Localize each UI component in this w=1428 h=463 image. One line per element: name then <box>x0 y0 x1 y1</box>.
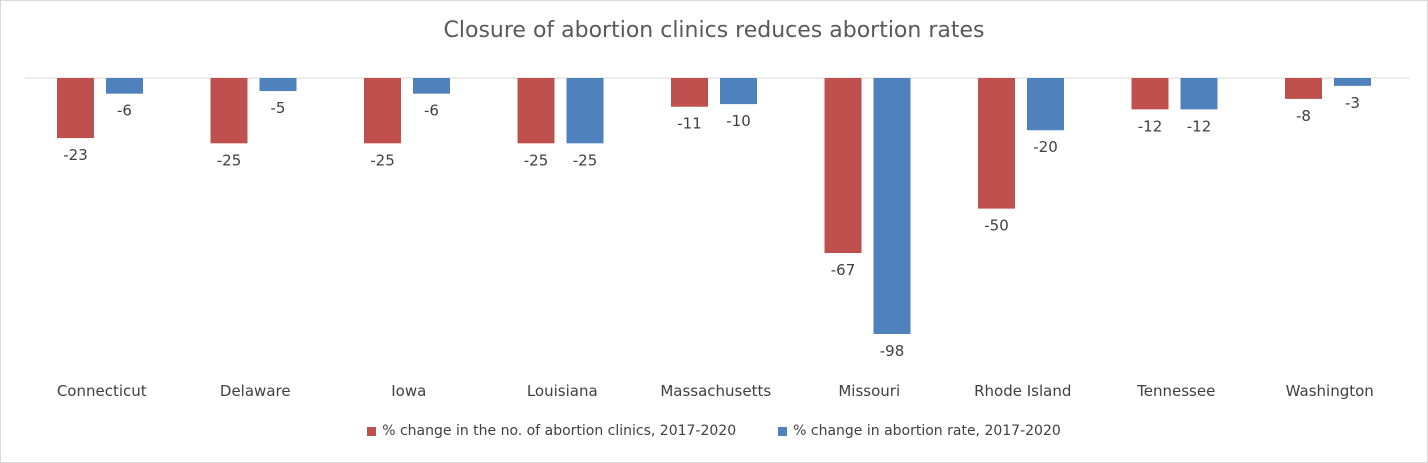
bar-rate-iowa <box>413 78 450 94</box>
data-label-clinics-tennessee: -12 <box>1138 117 1163 135</box>
bar-clinics-washington <box>1285 78 1322 99</box>
data-label-rate-rhode-island: -20 <box>1033 138 1058 156</box>
category-label-delaware: Delaware <box>220 382 291 400</box>
bar-rate-louisiana <box>566 78 604 144</box>
data-label-clinics-rhode-island: -50 <box>984 217 1009 235</box>
data-labels-group: -23 -6 -25 -5 -25 -6 -25 -25 -11 -10 -67 -98 -50 -20 -… <box>63 94 1360 360</box>
bar-clinics-iowa <box>364 78 401 144</box>
legend: % change in the no. of abortion clinics,… <box>0 423 1428 439</box>
data-label-rate-delaware: -5 <box>271 99 286 117</box>
bars-group <box>57 78 1371 334</box>
bar-rate-rhode-island <box>1027 78 1064 131</box>
category-label-massachusetts: Massachusetts <box>660 382 771 400</box>
data-label-clinics-massachusetts: -11 <box>677 115 702 133</box>
legend-swatch-clinics <box>367 426 377 436</box>
data-label-rate-connecticut: -6 <box>117 102 132 120</box>
data-label-rate-tennessee: -12 <box>1187 117 1212 135</box>
bar-rate-connecticut <box>106 78 143 94</box>
data-label-clinics-connecticut: -23 <box>63 146 88 164</box>
bar-clinics-rhode-island <box>978 78 1015 209</box>
legend-label-rate: % change in abortion rate, 2017-2020 <box>793 423 1061 439</box>
legend-item-clinics: % change in the no. of abortion clinics,… <box>367 423 736 439</box>
legend-label-clinics: % change in the no. of abortion clinics,… <box>382 423 737 439</box>
category-label-louisiana: Louisiana <box>527 382 598 400</box>
category-tick-labels: Connecticut Delaware Iowa Louisiana Massachu… <box>57 382 1374 400</box>
bar-rate-missouri <box>873 78 911 334</box>
bar-clinics-missouri <box>824 78 862 254</box>
data-label-clinics-louisiana: -25 <box>524 151 549 169</box>
bar-clinics-delaware <box>210 78 248 144</box>
category-label-rhode-island: Rhode Island <box>974 382 1071 400</box>
category-label-washington: Washington <box>1286 382 1374 400</box>
bar-rate-massachusetts <box>720 78 757 105</box>
category-label-connecticut: Connecticut <box>57 382 147 400</box>
chart-title: Closure of abortion clinics reduces abor… <box>443 18 985 43</box>
bar-clinics-connecticut <box>57 78 94 139</box>
category-label-iowa: Iowa <box>391 382 426 400</box>
data-label-clinics-iowa: -25 <box>370 151 395 169</box>
data-label-rate-iowa: -6 <box>424 102 439 120</box>
bar-clinics-massachusetts <box>671 78 708 107</box>
data-label-rate-massachusetts: -10 <box>726 112 751 130</box>
data-label-clinics-delaware: -25 <box>217 151 242 169</box>
bar-rate-delaware <box>259 78 297 92</box>
data-label-clinics-washington: -8 <box>1296 107 1311 125</box>
legend-item-rate: % change in abortion rate, 2017-2020 <box>778 423 1061 439</box>
category-label-missouri: Missouri <box>838 382 900 400</box>
bar-rate-tennessee <box>1180 78 1218 110</box>
data-label-rate-missouri: -98 <box>880 342 905 360</box>
data-label-clinics-missouri: -67 <box>831 261 856 279</box>
bar-rate-washington <box>1334 78 1371 86</box>
bar-clinics-tennessee <box>1131 78 1169 110</box>
category-label-tennessee: Tennessee <box>1136 382 1215 400</box>
data-label-rate-louisiana: -25 <box>573 151 598 169</box>
bar-clinics-louisiana <box>517 78 555 144</box>
data-label-rate-washington: -3 <box>1345 94 1360 112</box>
legend-swatch-rate <box>778 426 788 436</box>
